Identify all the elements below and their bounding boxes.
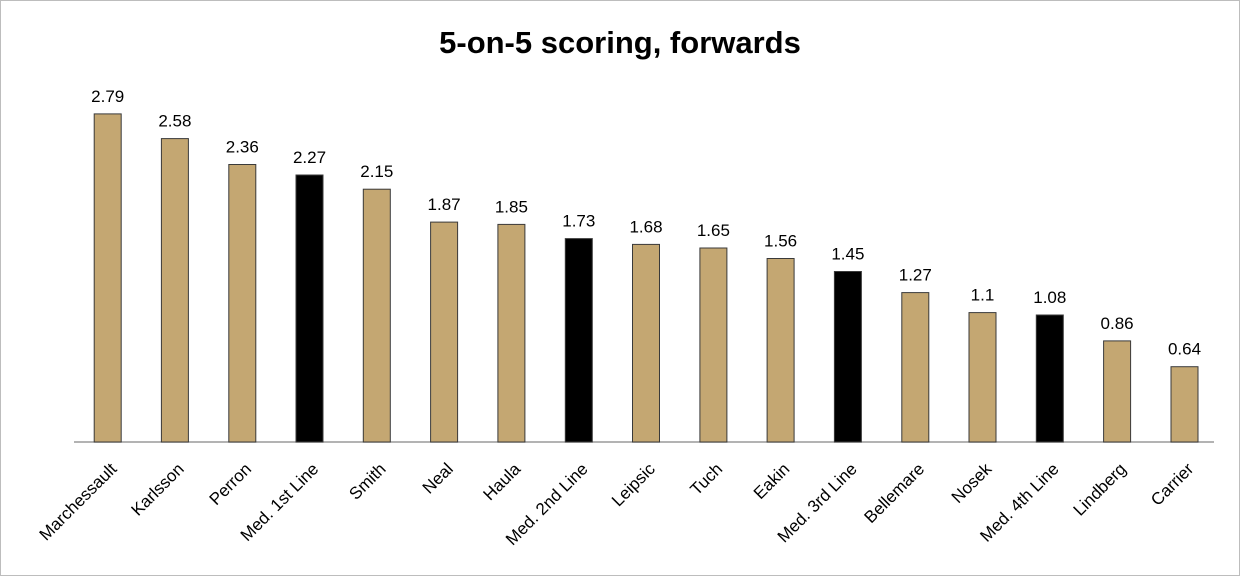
player-bar xyxy=(362,188,391,443)
category-tick-label: Lindberg xyxy=(1070,459,1130,519)
player-bar xyxy=(160,138,189,443)
median-bar xyxy=(833,271,862,443)
data-label: 2.27 xyxy=(293,148,326,167)
category-tick-label: Smith xyxy=(345,459,389,503)
player-bar xyxy=(1103,340,1132,443)
category-tick-label: Marchessault xyxy=(36,459,121,544)
data-label: 1.68 xyxy=(629,217,662,236)
data-label: 1.73 xyxy=(562,212,595,231)
player-bar xyxy=(1170,366,1199,443)
data-label: 1.56 xyxy=(764,232,797,251)
data-label: 1.87 xyxy=(428,195,461,214)
data-label: 2.36 xyxy=(226,138,259,157)
data-label: 2.58 xyxy=(158,112,191,131)
data-label: 1.27 xyxy=(899,266,932,285)
player-bar xyxy=(228,164,257,443)
data-label: 1.85 xyxy=(495,197,528,216)
category-tick-label: Leipsic xyxy=(608,459,659,510)
player-bar xyxy=(968,312,997,443)
category-tick-label: Nosek xyxy=(948,459,996,507)
category-tick-label: Bellemare xyxy=(861,459,929,527)
median-bar xyxy=(1035,314,1064,443)
player-bar xyxy=(632,243,660,443)
chart-title: 5-on-5 scoring, forwards xyxy=(439,25,801,60)
category-tick-label: Carrier xyxy=(1147,459,1197,509)
category-tick-label: Perron xyxy=(206,459,256,509)
data-label: 1.65 xyxy=(697,221,730,240)
player-bar xyxy=(766,258,795,443)
category-tick-label: Karlsson xyxy=(128,459,188,519)
player-bar xyxy=(901,292,930,443)
data-label: 0.86 xyxy=(1101,314,1134,333)
data-label: 1.08 xyxy=(1033,288,1066,307)
median-bar xyxy=(564,238,593,443)
data-label: 2.79 xyxy=(91,87,124,106)
category-tick-label: Eakin xyxy=(750,459,794,503)
category-tick-label: Neal xyxy=(419,459,457,497)
median-bar xyxy=(295,174,324,443)
data-label: 0.64 xyxy=(1168,340,1201,359)
player-bar xyxy=(430,221,459,443)
player-bar xyxy=(497,223,526,443)
data-label: 1.1 xyxy=(971,286,995,305)
player-bar xyxy=(699,247,728,443)
data-label: 2.15 xyxy=(360,162,393,181)
data-label: 1.45 xyxy=(831,245,864,264)
category-tick-label: Haula xyxy=(479,459,524,504)
player-bar xyxy=(93,113,122,443)
category-tick-label: Tuch xyxy=(687,459,727,499)
